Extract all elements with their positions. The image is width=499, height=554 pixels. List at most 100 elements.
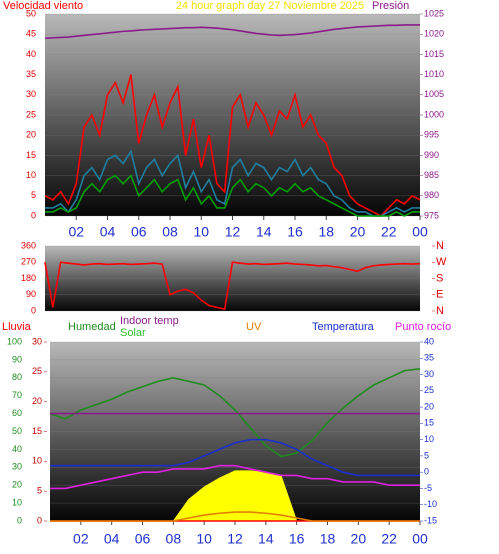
y-tick-label: 30 bbox=[12, 462, 22, 472]
y-tick-label: 20 bbox=[26, 130, 36, 140]
y-tick-label: 50 bbox=[12, 426, 22, 436]
y-tick-label: 60 bbox=[12, 408, 22, 418]
y-tick-label: 80 bbox=[12, 372, 22, 382]
y-tick-label: 15 bbox=[32, 426, 42, 436]
y-tick-label: 1020 bbox=[424, 29, 444, 39]
y-tick-label: N bbox=[436, 240, 444, 252]
y-tick-label: 980 bbox=[424, 190, 439, 200]
y-tick-label: 1015 bbox=[424, 49, 444, 59]
x-tick-label: 00 bbox=[412, 224, 428, 240]
x-tick-label: 14 bbox=[258, 531, 274, 547]
series-line bbox=[44, 74, 421, 217]
y-tick-label: 10 bbox=[424, 434, 434, 444]
y-tick-label: -15 bbox=[424, 515, 437, 525]
x-tick-label: 12 bbox=[225, 224, 241, 240]
y-tick-label: 1005 bbox=[424, 89, 444, 99]
x-tick-label: 14 bbox=[256, 224, 272, 240]
series-line bbox=[49, 368, 421, 458]
y-tick-label: 35 bbox=[26, 69, 36, 79]
y-tick-label: 180 bbox=[21, 273, 36, 283]
y-tick-label: 5 bbox=[37, 486, 42, 496]
y-tick-label: S bbox=[436, 272, 443, 284]
y-tick-label: 0 bbox=[31, 210, 36, 220]
x-tick-label: 20 bbox=[351, 531, 367, 547]
x-tick-label: 18 bbox=[318, 224, 334, 240]
x-tick-label: 22 bbox=[381, 531, 397, 547]
y-tick-label: 360 bbox=[21, 240, 36, 250]
x-tick-label: 06 bbox=[131, 224, 147, 240]
legend-label: Humedad bbox=[68, 321, 116, 333]
x-tick-label: 22 bbox=[381, 224, 397, 240]
legend-label: Indoor temp bbox=[120, 315, 179, 327]
x-tick-label: 16 bbox=[287, 224, 303, 240]
y-tick-label: 35 bbox=[424, 353, 434, 363]
y-tick-label: 70 bbox=[12, 390, 22, 400]
y-tick-label: 10 bbox=[12, 497, 22, 507]
legend-label: Temperatura bbox=[312, 321, 375, 333]
x-tick-label: 02 bbox=[68, 224, 84, 240]
y-tick-label: 0 bbox=[17, 515, 22, 525]
series-line bbox=[44, 261, 421, 311]
legend-label: Velocidad viento bbox=[3, 0, 83, 12]
series-line bbox=[44, 24, 420, 40]
chart-title: 24 hour graph day 27 Noviembre 2025 bbox=[176, 0, 364, 12]
y-tick-label: 1025 bbox=[424, 8, 444, 18]
x-tick-label: 06 bbox=[135, 531, 151, 547]
series-line bbox=[50, 438, 420, 477]
y-tick-label: 20 bbox=[32, 396, 42, 406]
y-tick-label: 10 bbox=[26, 170, 36, 180]
y-tick-label: 50 bbox=[26, 8, 36, 18]
y-tick-label: 985 bbox=[424, 170, 439, 180]
y-tick-label: 1000 bbox=[424, 109, 444, 119]
x-tick-label: 08 bbox=[162, 224, 178, 240]
y-tick-label: 100 bbox=[7, 336, 22, 346]
y-tick-label: -5 bbox=[424, 483, 432, 493]
y-tick-label: 20 bbox=[424, 401, 434, 411]
y-tick-label: 1010 bbox=[424, 69, 444, 79]
y-tick-label: 90 bbox=[26, 289, 36, 299]
x-tick-label: 12 bbox=[227, 531, 243, 547]
legend-label: Solar bbox=[120, 327, 146, 339]
x-tick-label: 18 bbox=[320, 531, 336, 547]
legend-label: Presión bbox=[372, 0, 409, 12]
y-tick-label: 15 bbox=[424, 418, 434, 428]
series-line bbox=[50, 511, 420, 522]
y-tick-label: 5 bbox=[424, 450, 429, 460]
legend-label: Punto rocío bbox=[395, 321, 451, 333]
y-tick-label: -10 bbox=[424, 499, 437, 509]
y-tick-label: 975 bbox=[424, 210, 439, 220]
x-tick-label: 08 bbox=[166, 531, 182, 547]
x-tick-label: 10 bbox=[193, 224, 209, 240]
y-tick-label: 40 bbox=[12, 444, 22, 454]
y-tick-label: 0 bbox=[37, 515, 42, 525]
x-tick-label: 16 bbox=[289, 531, 305, 547]
y-tick-label: 25 bbox=[424, 385, 434, 395]
x-tick-label: 00 bbox=[412, 531, 428, 547]
y-tick-label: N bbox=[436, 305, 444, 317]
y-tick-label: 990 bbox=[424, 150, 439, 160]
legend-label: UV bbox=[246, 321, 262, 333]
x-tick-label: 04 bbox=[100, 224, 116, 240]
series-line bbox=[50, 464, 420, 490]
y-tick-label: 270 bbox=[21, 257, 36, 267]
legend-label: Lluvia bbox=[2, 321, 32, 333]
series-line bbox=[45, 149, 420, 217]
y-tick-label: 40 bbox=[26, 49, 36, 59]
x-tick-label: 20 bbox=[350, 224, 366, 240]
y-tick-label: 25 bbox=[26, 109, 36, 119]
y-tick-label: 10 bbox=[32, 456, 42, 466]
y-tick-label: 90 bbox=[12, 354, 22, 364]
y-tick-label: 995 bbox=[424, 130, 439, 140]
x-tick-label: 10 bbox=[196, 531, 212, 547]
y-tick-label: 5 bbox=[31, 190, 36, 200]
y-tick-label: E bbox=[436, 289, 443, 301]
y-tick-label: 30 bbox=[32, 336, 42, 346]
y-tick-label: 0 bbox=[31, 305, 36, 315]
y-tick-label: 30 bbox=[424, 369, 434, 379]
y-tick-label: 30 bbox=[26, 89, 36, 99]
x-tick-label: 04 bbox=[104, 531, 120, 547]
y-tick-label: 25 bbox=[32, 366, 42, 376]
y-tick-label: 0 bbox=[424, 467, 429, 477]
series-line bbox=[45, 174, 420, 217]
